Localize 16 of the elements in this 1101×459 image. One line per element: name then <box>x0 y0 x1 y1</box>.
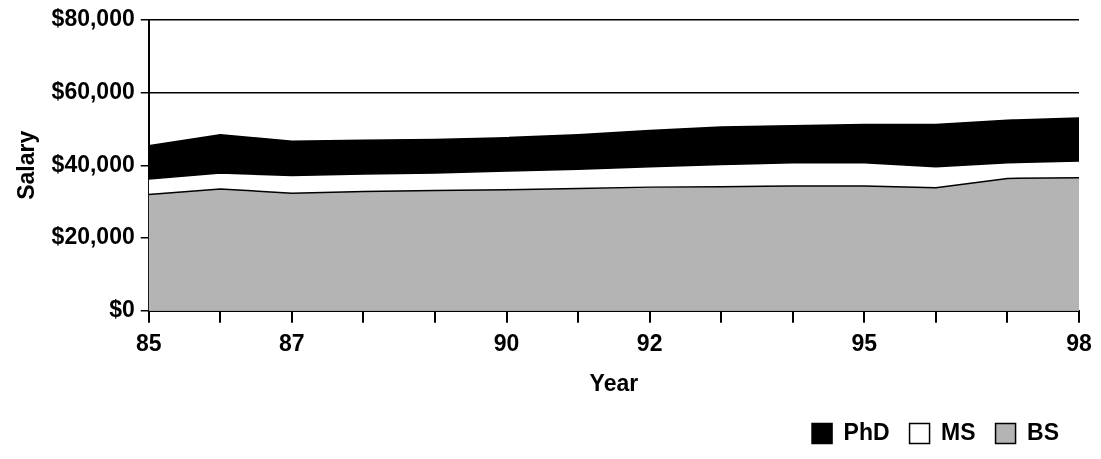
y-tick-label: $20,000 <box>51 223 135 250</box>
y-tick-label: $0 <box>109 296 135 323</box>
legend-label: MS <box>941 418 976 445</box>
x-tick-label: 85 <box>135 329 162 356</box>
y-tick-label: $40,000 <box>51 150 135 177</box>
x-axis-title: Year <box>589 369 639 396</box>
y-tick-label: $60,000 <box>51 77 135 104</box>
legend-label: PhD <box>843 418 890 445</box>
x-tick-label: 92 <box>636 329 663 356</box>
y-tick-label: $80,000 <box>51 5 135 32</box>
x-tick-label: 90 <box>493 329 520 356</box>
x-tick-label: 87 <box>279 329 305 356</box>
x-tick-label: 98 <box>1066 329 1092 356</box>
legend-label: BS <box>1027 418 1059 445</box>
x-tick-label: 95 <box>851 329 878 356</box>
y-axis-title: Salary <box>13 130 40 200</box>
